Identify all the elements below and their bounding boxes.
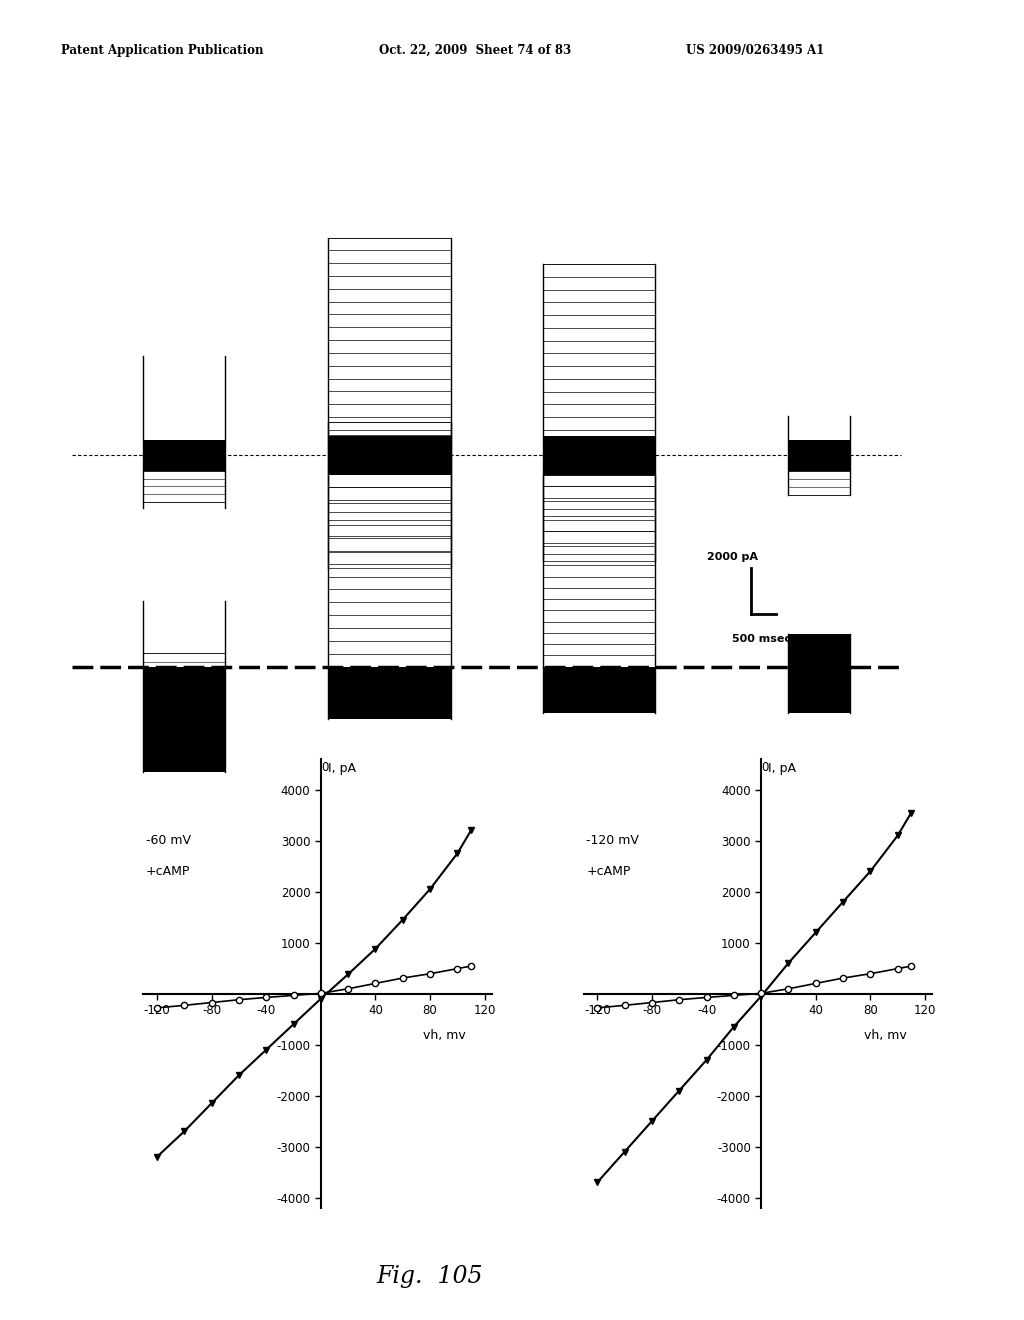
Text: 0: 0 — [762, 762, 769, 775]
Text: Oct. 22, 2009  Sheet 74 of 83: Oct. 22, 2009 Sheet 74 of 83 — [379, 44, 571, 57]
Text: -60 mV: -60 mV — [146, 834, 191, 847]
Text: I, pA: I, pA — [328, 763, 355, 775]
Text: vh, mv: vh, mv — [423, 1030, 466, 1043]
Text: +cAMP: +cAMP — [587, 865, 631, 878]
Text: 500 msec: 500 msec — [732, 634, 792, 644]
Text: -120 mV: -120 mV — [587, 834, 639, 847]
Text: +cAMP: +cAMP — [146, 865, 190, 878]
Text: 0: 0 — [322, 762, 329, 775]
Text: Patent Application Publication: Patent Application Publication — [61, 44, 264, 57]
Text: 2000 pA: 2000 pA — [707, 552, 758, 562]
Text: vh, mv: vh, mv — [863, 1030, 906, 1043]
Text: I, pA: I, pA — [768, 763, 796, 775]
Text: US 2009/0263495 A1: US 2009/0263495 A1 — [686, 44, 824, 57]
Text: Fig.  105: Fig. 105 — [377, 1265, 483, 1288]
